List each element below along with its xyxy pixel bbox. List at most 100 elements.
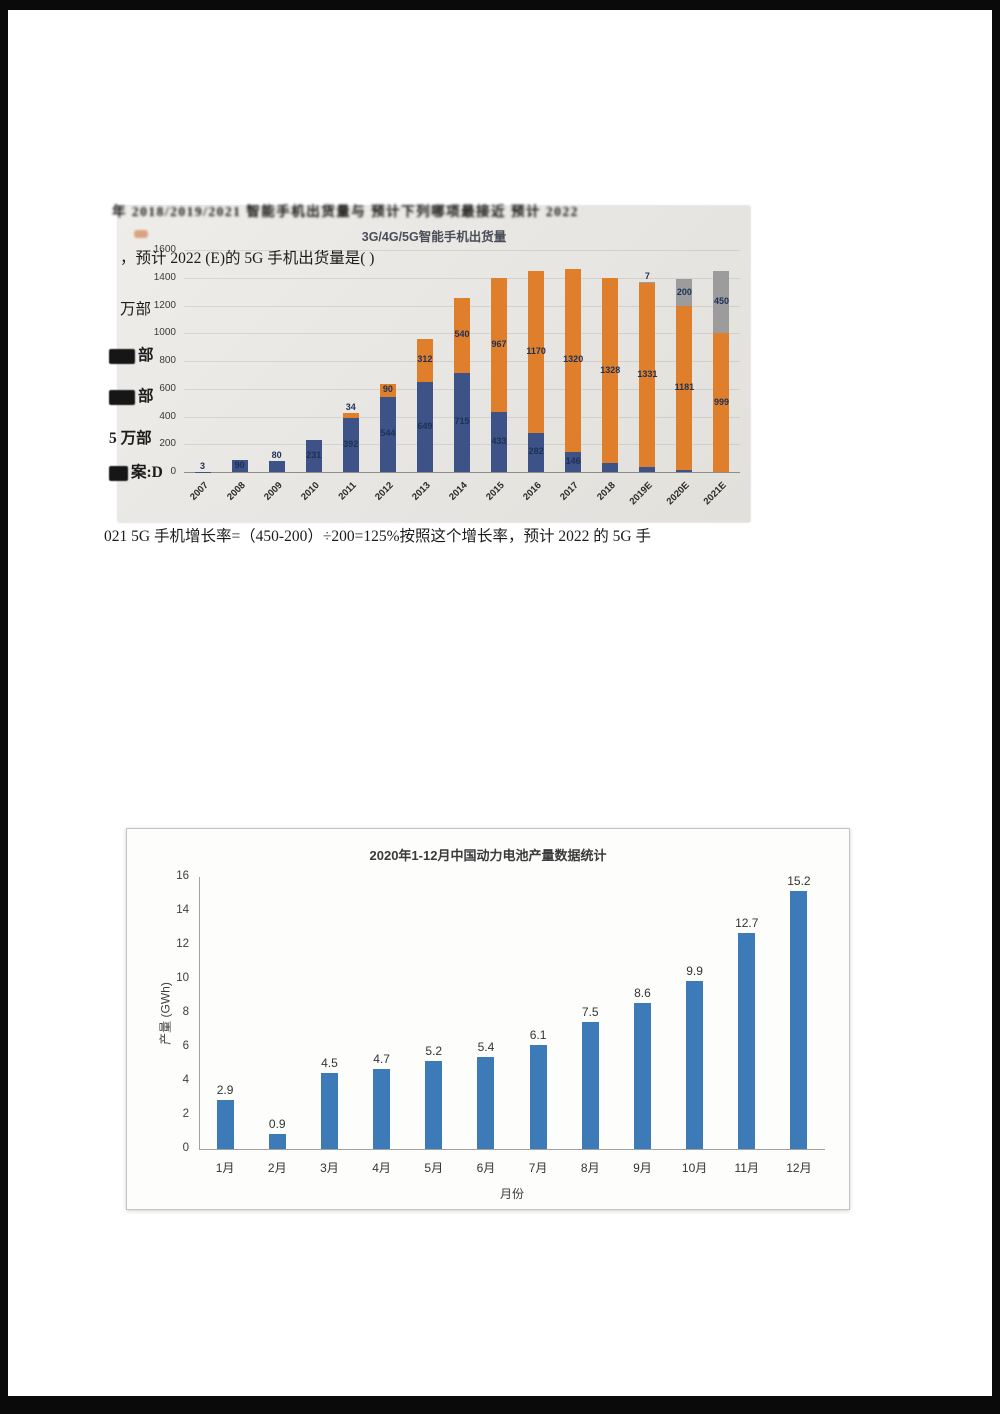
- bar-value-label: 9.9: [686, 963, 703, 978]
- bar-segment-3g: [305, 439, 322, 472]
- x-axis-category-label: 2015: [484, 480, 507, 503]
- y-axis-tick-label: 1400: [153, 271, 176, 283]
- battery-production-bar: [425, 1060, 443, 1149]
- option-fragment-b: 部: [109, 343, 154, 365]
- ink-smudge: [109, 465, 128, 481]
- y-axis-tick-label: 2: [182, 1108, 189, 1120]
- x-axis-title: 月份: [499, 1187, 524, 1201]
- option-fragment-c-text: 部: [138, 388, 154, 405]
- y-axis-line: [199, 877, 200, 1149]
- bar-value-label: 1331: [637, 369, 658, 380]
- chart2-title: 2020年1-12月中国动力电池产量数据统计: [369, 848, 607, 863]
- x-axis-category-label: 2020E: [664, 480, 693, 508]
- gridline: [184, 277, 740, 279]
- answer-fragment: 案:D: [109, 460, 163, 482]
- battery-production-bar: [216, 1099, 234, 1149]
- bar-segment-4g: [491, 277, 508, 412]
- x-axis-category-label: 2月: [267, 1161, 287, 1175]
- bar-value-label: 80: [271, 449, 282, 460]
- bar-segment-4g: [713, 333, 730, 472]
- battery-production-bar: [268, 1133, 286, 1149]
- bar-value-label: 1320: [563, 354, 584, 365]
- x-axis-category-label: 8月: [580, 1161, 600, 1175]
- bar-segment-3g: [194, 471, 211, 473]
- bar-value-label: 544: [380, 428, 396, 439]
- option-fragment-b-text: 部: [138, 347, 154, 364]
- y-axis-tick-label: 16: [176, 870, 189, 882]
- bar-value-label: 8.6: [634, 985, 651, 1000]
- x-axis-category-label: 5月: [424, 1161, 444, 1175]
- bar-segment-3g: [268, 460, 285, 472]
- bar-value-label: 540: [454, 329, 470, 340]
- bar-value-label: 7: [644, 270, 650, 281]
- y-axis-tick-label: 1600: [153, 244, 176, 255]
- x-axis-line: [184, 472, 740, 473]
- bar-value-label: 1181: [674, 382, 695, 393]
- battery-production-bar: [581, 1021, 599, 1149]
- photo-artifact: [134, 230, 148, 238]
- x-axis-category-label: 9月: [633, 1161, 652, 1175]
- bar-segment-4g: [454, 297, 470, 373]
- bar-segment-4g: [416, 338, 433, 382]
- x-axis-category-label: 2008: [224, 480, 248, 503]
- bar-segment-4g: [639, 282, 656, 468]
- bar-value-label: 34: [345, 401, 356, 412]
- bar-value-label: 433: [491, 435, 507, 446]
- bar-value-label: 715: [454, 416, 470, 427]
- bar-value-label: 649: [417, 420, 433, 431]
- bar-segment-3g: [528, 432, 545, 472]
- bar-segment-4g: [602, 278, 619, 463]
- bar-segment-3g: [602, 462, 619, 472]
- bar-segment-3g: [416, 381, 433, 472]
- x-axis-category-label: 2007: [187, 480, 211, 503]
- battery-production-bar: [686, 980, 704, 1149]
- bar-value-label: 312: [417, 354, 433, 365]
- explanation-text: 021 5G 手机增长率=（450-200）÷200=125%按照这个增长率，预…: [104, 528, 651, 545]
- bar-segment-4g: [565, 268, 582, 452]
- battery-production-bar: [373, 1069, 391, 1149]
- bar-segment-5g: [639, 281, 656, 283]
- document-page: 年 2018/2019/2021 智能手机出货量与 预计下列哪项最接近 预计 2…: [8, 10, 992, 1396]
- bar-value-label: 967: [491, 338, 507, 349]
- battery-production-chart: 2020年1-12月中国动力电池产量数据统计 产量 (GWh) 0 2 4 6 8 10 1…: [126, 828, 850, 1210]
- bar-segment-3g: [231, 459, 248, 472]
- y-axis-tick-label: 12: [176, 938, 189, 950]
- y-axis-tick-label: 6: [182, 1040, 189, 1052]
- bar-value-label: 999: [713, 396, 729, 407]
- x-axis-category-label: 2016: [521, 480, 544, 503]
- bar-value-label: 231: [306, 449, 322, 460]
- y-axis-tick-label: 4: [182, 1074, 189, 1086]
- bar-value-label: 2.9: [216, 1082, 234, 1097]
- bar-segment-3g: [676, 470, 693, 472]
- bar-value-label: 4.7: [373, 1052, 390, 1067]
- bar-segment-5g: [713, 270, 730, 334]
- bar-segment-4g: [676, 306, 693, 471]
- battery-production-bar: [790, 890, 808, 1149]
- x-axis-category-label: 1月: [215, 1161, 235, 1175]
- smartphone-shipments-chart: 3G/4G/5G智能手机出货量 0 200 400 600 800 1000 1200 140…: [118, 206, 750, 522]
- y-axis-tick-label: 1200: [153, 299, 176, 311]
- bar-segment-3g: [639, 467, 656, 472]
- bar-value-label: 0.9: [268, 1116, 286, 1131]
- battery-production-bar: [320, 1072, 338, 1149]
- question-text: ，预计 2022 (E)的 5G 手机出货量是( ): [120, 250, 375, 267]
- bar-segment-4g: [379, 384, 396, 397]
- bar-value-label: 15.2: [787, 873, 811, 888]
- x-axis-category-label: 2011: [336, 480, 359, 503]
- y-axis-tick-label: 400: [159, 410, 176, 422]
- ink-smudge: [109, 389, 135, 405]
- bar-segment-4g: [528, 270, 545, 433]
- ink-smudge: [109, 348, 135, 364]
- bar-value-label: 3: [200, 460, 206, 471]
- bar-value-label: 200: [676, 286, 692, 297]
- bar-value-label: 146: [565, 455, 581, 466]
- x-axis-category-label: 10月: [681, 1161, 708, 1175]
- bar-value-label: 6.1: [529, 1028, 547, 1043]
- bar-segment-5g: [676, 278, 693, 307]
- y-axis-tick-label: 600: [159, 382, 176, 394]
- battery-production-bar: [633, 1002, 651, 1149]
- y-axis-tick-label: 800: [159, 355, 176, 366]
- bar-value-label: 450: [713, 296, 729, 307]
- option-fragment-c: 部: [109, 384, 154, 406]
- bar-segment-4g: [342, 412, 359, 418]
